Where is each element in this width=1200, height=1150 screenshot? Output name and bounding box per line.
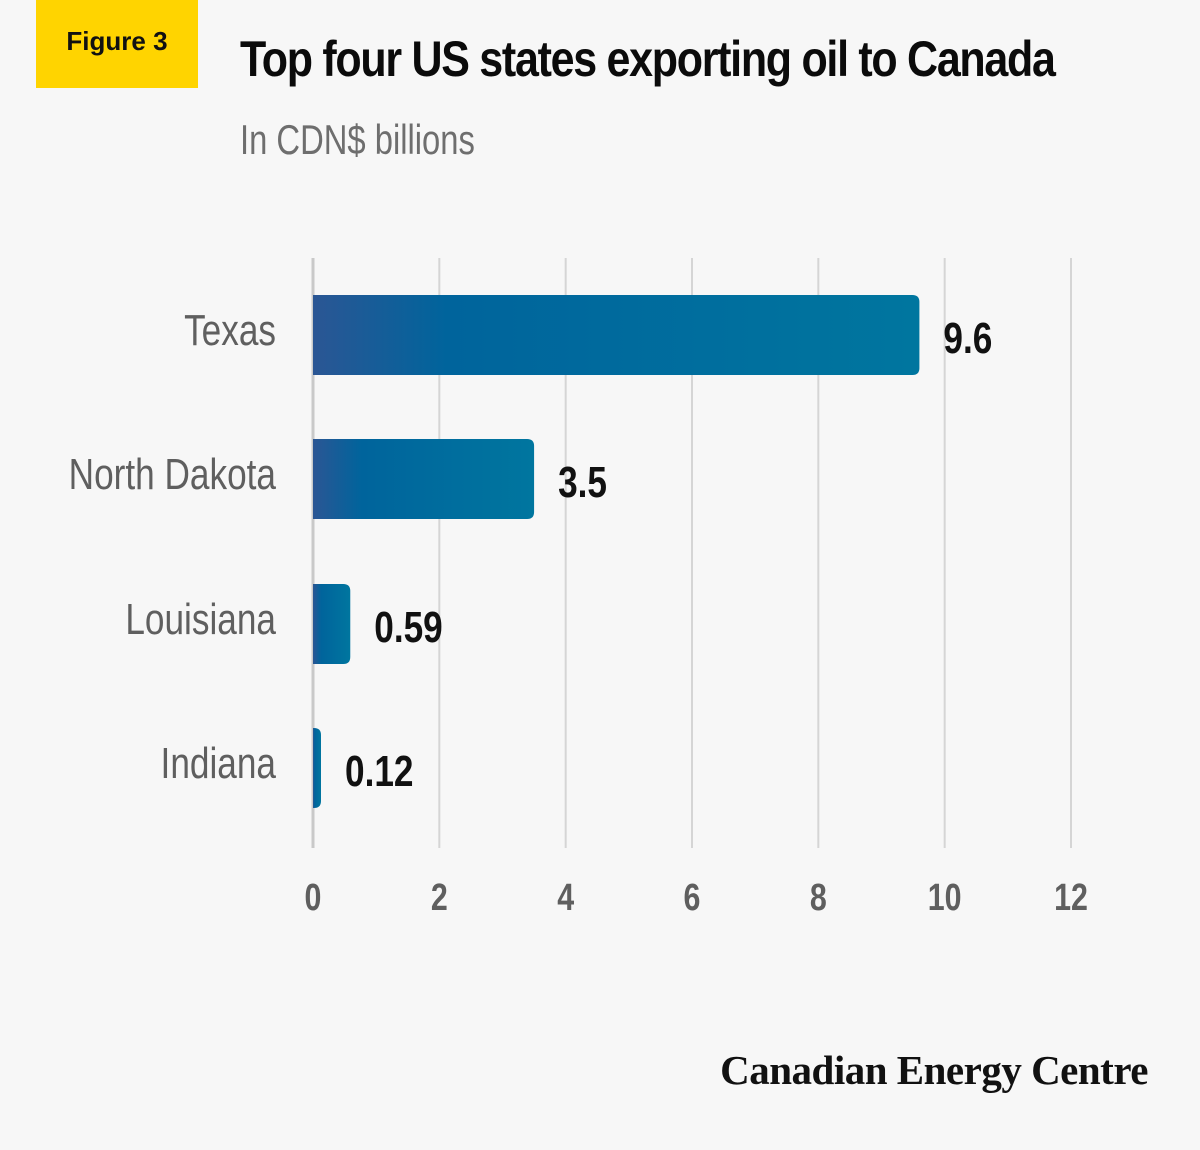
figure-badge: Figure 3	[36, 0, 198, 88]
category-label: North Dakota	[69, 450, 277, 499]
x-tick-label: 6	[684, 877, 701, 919]
x-tick-label: 12	[1054, 877, 1088, 919]
bar-texas	[313, 295, 920, 375]
x-tick-label: 4	[557, 877, 574, 919]
x-tick-label: 8	[810, 877, 827, 919]
value-label: 3.5	[558, 458, 607, 507]
bar-north-dakota	[313, 439, 535, 519]
value-label: 0.12	[345, 747, 413, 796]
value-label: 0.59	[374, 603, 442, 652]
category-label: Louisiana	[125, 595, 276, 644]
x-tick-label: 10	[928, 877, 962, 919]
chart-subtitle: In CDN$ billions	[240, 116, 475, 163]
x-tick-label: 2	[431, 877, 448, 919]
category-label: Indiana	[161, 739, 277, 788]
category-label: Texas	[184, 306, 276, 355]
x-tick-label: 0	[305, 877, 322, 919]
chart-title: Top four US states exporting oil to Cana…	[240, 31, 1056, 87]
value-label: 9.6	[943, 314, 992, 363]
canadian-energy-centre-logo: Canadian Energy Centre	[720, 1047, 1148, 1093]
bar-louisiana	[313, 584, 351, 664]
bar-indiana	[313, 728, 321, 808]
